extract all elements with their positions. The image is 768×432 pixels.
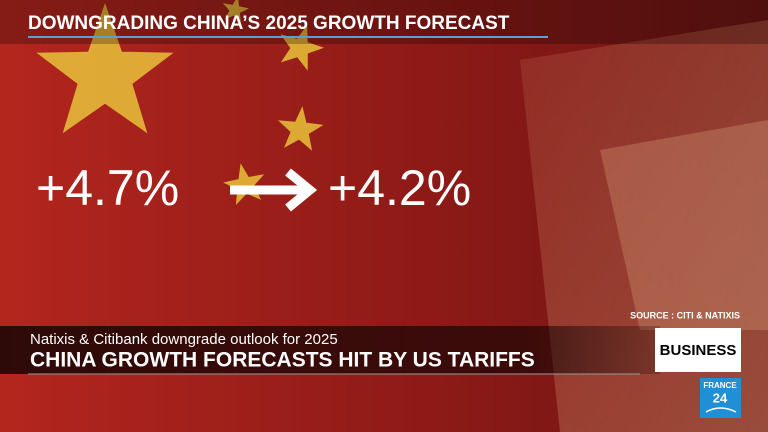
star (223, 163, 265, 205)
star (278, 106, 324, 151)
arrow (230, 168, 318, 212)
star (222, 0, 249, 23)
section-box (655, 328, 741, 372)
banknote-portrait (600, 120, 768, 330)
logo-line2: 24 (713, 390, 728, 405)
flag-stars (36, 0, 324, 205)
star (36, 3, 174, 134)
forecast-from: +4.7% (36, 160, 179, 216)
logo-line1: FRANCE (703, 381, 737, 390)
subtitle: Natixis & Citibank downgrade outlook for… (30, 331, 338, 348)
logo-swoosh (705, 407, 737, 413)
headline: CHINA GROWTH FORECASTS HIT BY US TARIFFS (30, 349, 535, 372)
star (280, 25, 324, 71)
lower-third-band (0, 326, 660, 374)
title: DOWNGRADING CHINA’S 2025 GROWTH FORECAST (28, 13, 510, 34)
section: BUSINESS (660, 342, 737, 359)
source: SOURCE : CITI & NATIXIS (630, 310, 740, 320)
forecast-to: +4.2% (328, 160, 471, 216)
